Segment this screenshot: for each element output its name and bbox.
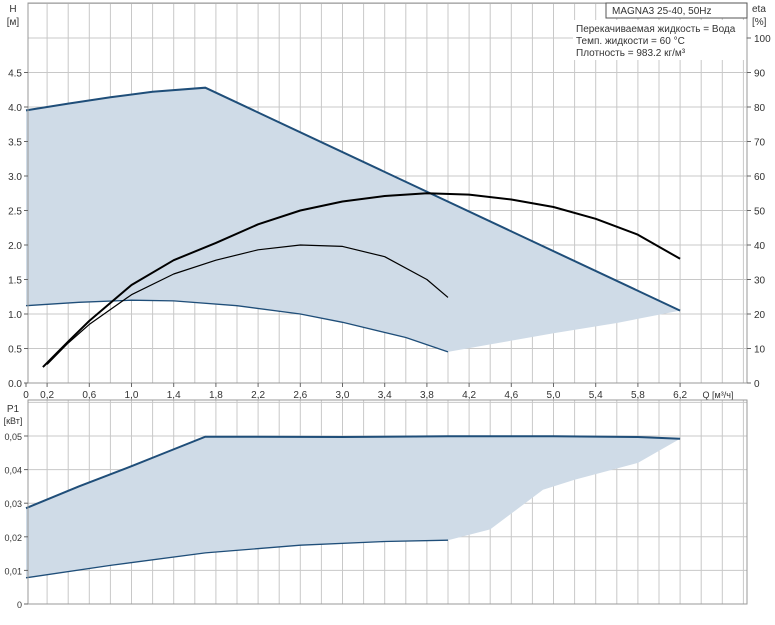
x-tick-label: 5,8 [631,390,645,401]
eta-tick-label: 60 [754,172,766,183]
max-curve-line [25,435,681,510]
x-tick-label: 3,8 [420,390,434,401]
x-tick-label: 0,2 [40,390,54,401]
q-axis-label: Q [м³/ч] [703,390,734,400]
top-plot-eta-curves [42,192,681,368]
eta-tick-label: 70 [754,138,766,149]
chart-title: MAGNA3 25-40, 50Hz [612,6,712,17]
x-tick-label: 1,0 [125,390,139,401]
bottom-plot-operating-range [25,435,681,579]
h-tick-label: 2.0 [8,241,22,252]
x-tick-label: 3,0 [336,390,350,401]
eta-axis-label: eta [752,4,766,15]
x-tick-label: 3,4 [378,390,392,401]
top-plot-frame [27,2,748,384]
eta-tick-label: 90 [754,69,766,80]
bottom-plot-ticks: 0 0,01 0,02 0,03 0,04 0,05 [4,432,28,610]
x-tick-label: 4,2 [462,390,476,401]
h-tick-label: 1.5 [8,276,22,287]
p1-tick-label: 0,03 [4,499,22,509]
min-curve-line [25,299,449,353]
eta-axis-unit: [%] [752,17,767,28]
eta-tick-label: 30 [754,276,766,287]
h-tick-label: 3.5 [8,138,22,149]
eta-tick-label: 0 [754,379,760,390]
min-curve-line [25,539,449,579]
h-tick-label: 4.5 [8,69,22,80]
x-tick-label: 0 [23,390,29,401]
eta-tick-label: 20 [754,310,766,321]
p1-tick-label: 0,04 [4,466,22,476]
max-curve-line [25,86,681,312]
h-tick-label: 1.0 [8,310,22,321]
annotation-temp: Темп. жидкости = 60 °C [576,36,685,47]
bottom-plot-frame [27,399,748,605]
h-tick-label: 2.5 [8,207,22,218]
h-tick-label: 4.0 [8,103,22,114]
eta-tick-label: 10 [754,345,766,356]
x-tick-label: 0,6 [82,390,96,401]
h-axis-label: H [9,4,16,15]
annotation-box [573,20,746,60]
x-tick-label: 4,6 [504,390,518,401]
eta-tick-label: 50 [754,207,766,218]
p1-tick-label: 0,02 [4,533,22,543]
operating-range-fill [26,87,681,352]
x-tick-label: 2,2 [251,390,265,401]
h-tick-label: 0.0 [8,379,22,390]
h-axis-unit: [м] [7,17,20,28]
top-plot-operating-range [25,86,681,353]
annotation-fluid: Перекачиваемая жидкость = Вода [576,24,736,35]
x-tick-label: 1,8 [209,390,223,401]
p1-tick-label: 0 [17,600,22,610]
annotation-density: Плотность = 983.2 кг/м³ [576,48,686,59]
eta-curve-2 [46,244,449,365]
top-plot-ticks: 0 0,2 0,6 1,0 1,4 1,8 2,2 2,6 3,0 3,4 3,8 4,2 4,6 5,0… [8,34,771,401]
title-box [605,2,748,19]
h-tick-label: 3.0 [8,172,22,183]
eta-curve-1 [42,192,681,368]
p1-axis-label: P1 [7,404,20,415]
eta-tick-label: 100 [754,34,771,45]
operating-range-fill [26,436,681,578]
x-tick-label: 6,2 [673,390,687,401]
p1-tick-label: 0,05 [4,432,22,442]
eta-tick-label: 40 [754,241,766,252]
x-tick-label: 1,4 [167,390,181,401]
p1-axis-unit: [кВт] [4,416,23,426]
h-tick-label: 0.5 [8,345,22,356]
eta-tick-label: 80 [754,103,766,114]
p1-tick-label: 0,01 [4,566,22,576]
x-tick-label: 2,6 [293,390,307,401]
x-tick-label: 5,0 [547,390,561,401]
x-tick-label: 5,4 [589,390,603,401]
